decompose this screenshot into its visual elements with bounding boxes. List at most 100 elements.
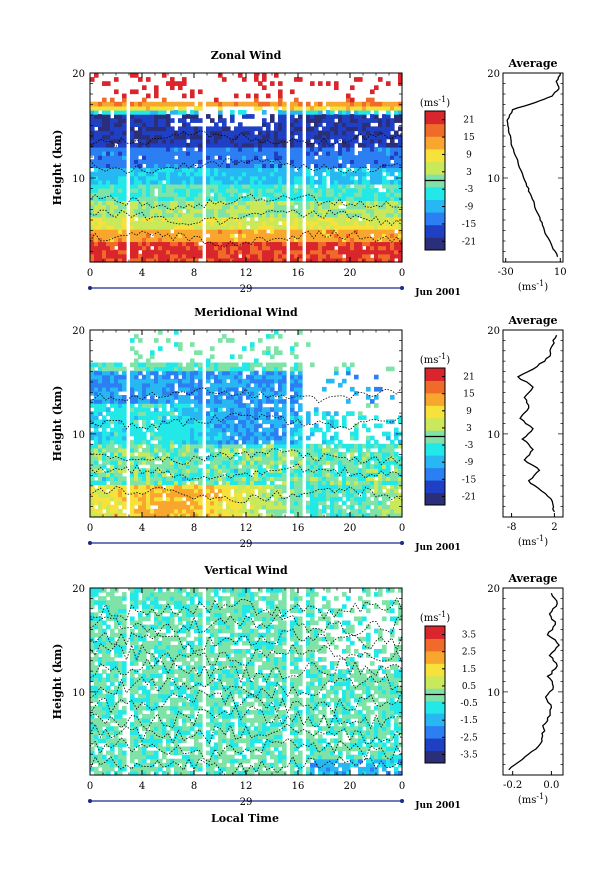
heatmap-cell (306, 241, 311, 247)
heatmap-cell (134, 134, 139, 140)
heatmap-cell (162, 508, 167, 514)
heatmap-cell (330, 196, 335, 201)
heatmap-cell (134, 114, 139, 119)
heatmap-cell (210, 130, 215, 136)
heatmap-cell (158, 200, 163, 206)
heatmap-cell (298, 241, 303, 247)
heatmap-cell (358, 253, 363, 259)
heatmap-cell (390, 249, 395, 255)
heatmap-cell (294, 419, 299, 425)
heatmap-cell (98, 114, 103, 119)
heatmap-cell (386, 114, 391, 119)
heatmap-cell (102, 257, 107, 263)
heatmap-cell (146, 253, 151, 259)
heatmap-cell (210, 456, 215, 461)
heatmap-cell (210, 212, 215, 218)
heatmap-cell (338, 468, 343, 473)
heatmap-cell (110, 208, 115, 214)
heatmap-cell (338, 241, 343, 247)
heatmap-cell (374, 175, 379, 181)
heatmap-cell (278, 399, 283, 404)
heatmap-cell (122, 155, 127, 160)
heatmap-cell (310, 126, 315, 132)
heatmap-cell (374, 208, 379, 214)
heatmap-cell (342, 151, 347, 156)
heatmap-cell (354, 374, 359, 380)
heatmap-cell (290, 378, 295, 384)
heatmap-cell (350, 237, 355, 243)
heatmap-cell (226, 249, 231, 255)
heatmap-cell (274, 443, 279, 449)
heatmap-cell (350, 159, 355, 164)
colorbar-tick-label: -15 (462, 220, 477, 230)
heatmap-cell (138, 134, 143, 140)
heatmap-cell (330, 118, 335, 123)
heatmap-cell (358, 196, 363, 201)
heatmap-cell (290, 212, 295, 218)
heatmap-cell (230, 142, 235, 148)
heatmap-cell (150, 183, 155, 189)
heatmap-cell (214, 101, 219, 107)
heatmap-cell (222, 237, 227, 243)
heatmap-cell (238, 480, 243, 486)
heatmap-cell (278, 114, 283, 119)
heatmap-cell (226, 175, 231, 181)
heatmap-cell (278, 101, 283, 107)
heatmap-cell (174, 81, 179, 86)
heatmap-cell (290, 155, 295, 160)
heatmap-cell (170, 476, 175, 482)
heatmap-cell (94, 253, 99, 259)
heatmap-cell (258, 362, 263, 368)
heatmap-cell (278, 188, 283, 193)
heatmap-cell (182, 415, 187, 421)
heatmap-cell (218, 456, 223, 461)
heatmap-cell (102, 374, 107, 380)
heatmap-cell (362, 175, 367, 181)
heatmap-cell (178, 411, 183, 416)
heatmap-cell (170, 183, 175, 189)
heatmap-cell (346, 196, 351, 201)
heatmap-cell (254, 407, 259, 412)
heatmap-cell (346, 130, 351, 136)
heatmap-cell (178, 346, 183, 351)
heatmap-cell (274, 208, 279, 214)
heatmap-cell (294, 378, 299, 384)
heatmap-cell (162, 245, 167, 251)
heatmap-cell (254, 431, 259, 437)
heatmap-cell (318, 171, 323, 177)
colorbar-tick-label: -9 (465, 203, 474, 213)
heatmap-cell (130, 171, 135, 177)
heatmap-cell (246, 208, 251, 214)
heatmap-cell (206, 366, 211, 372)
heatmap-cell (394, 183, 399, 189)
heatmap-cell (274, 390, 279, 396)
heatmap-cell (114, 171, 119, 177)
heatmap-cell (190, 155, 195, 160)
heatmap-cell (314, 472, 319, 477)
heatmap-cell (254, 439, 259, 445)
heatmap-cell (182, 439, 187, 445)
heatmap-cell (294, 411, 299, 416)
heatmap-cell (282, 188, 287, 193)
heatmap-cell (154, 492, 159, 498)
heatmap-cell (162, 411, 167, 416)
heatmap-cell (198, 179, 203, 185)
heatmap-cell (254, 451, 259, 457)
heatmap-cell (326, 216, 331, 222)
heatmap-cell (298, 245, 303, 251)
heatmap-cell (206, 427, 211, 433)
heatmap-cell (278, 492, 283, 498)
heatmap-cell (298, 146, 303, 152)
heatmap-cell (122, 196, 127, 201)
heatmap-cell (234, 468, 239, 473)
heatmap-cell (278, 423, 283, 429)
heatmap-cell (174, 370, 179, 376)
heatmap-cell (190, 229, 195, 234)
heatmap-cell (102, 460, 107, 465)
heatmap-cell (234, 196, 239, 201)
heatmap-cell (270, 334, 275, 339)
heatmap-cell (258, 386, 263, 392)
heatmap-cell (266, 220, 271, 226)
heatmap-cell (218, 101, 223, 107)
heatmap-cell (354, 390, 359, 396)
